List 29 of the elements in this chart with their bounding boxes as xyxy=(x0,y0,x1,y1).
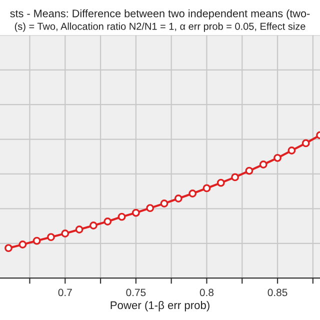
point xyxy=(188,190,197,198)
point xyxy=(47,233,55,242)
point xyxy=(216,178,225,187)
point xyxy=(89,222,98,230)
point xyxy=(259,160,268,168)
point xyxy=(4,244,12,252)
point xyxy=(75,226,84,234)
x-tick-label: 0.7 xyxy=(58,288,72,296)
point xyxy=(288,146,296,154)
point xyxy=(104,218,112,226)
point xyxy=(18,240,27,248)
x-tick-label: 0.75 xyxy=(126,288,146,296)
point xyxy=(61,230,70,238)
point xyxy=(302,139,310,148)
x-tick-label: 0.8 xyxy=(200,288,214,296)
point xyxy=(202,184,211,192)
point xyxy=(160,200,168,208)
chart-subtitle: (s) = Two, Allocation ratio N2/N1 = 1, α err prob = 0.05, Effect size xyxy=(14,22,306,32)
x-axis-title: Power (1-β err prob) xyxy=(110,300,210,312)
point xyxy=(174,194,182,202)
point xyxy=(231,173,240,182)
point xyxy=(132,208,140,217)
point xyxy=(245,166,254,175)
chart-title: sts - Means: Difference between two independent means (two- xyxy=(10,9,310,20)
point xyxy=(118,212,126,221)
x-tick-label: 0.85 xyxy=(268,288,288,296)
point xyxy=(146,204,154,212)
point xyxy=(32,236,41,245)
point xyxy=(274,154,282,162)
